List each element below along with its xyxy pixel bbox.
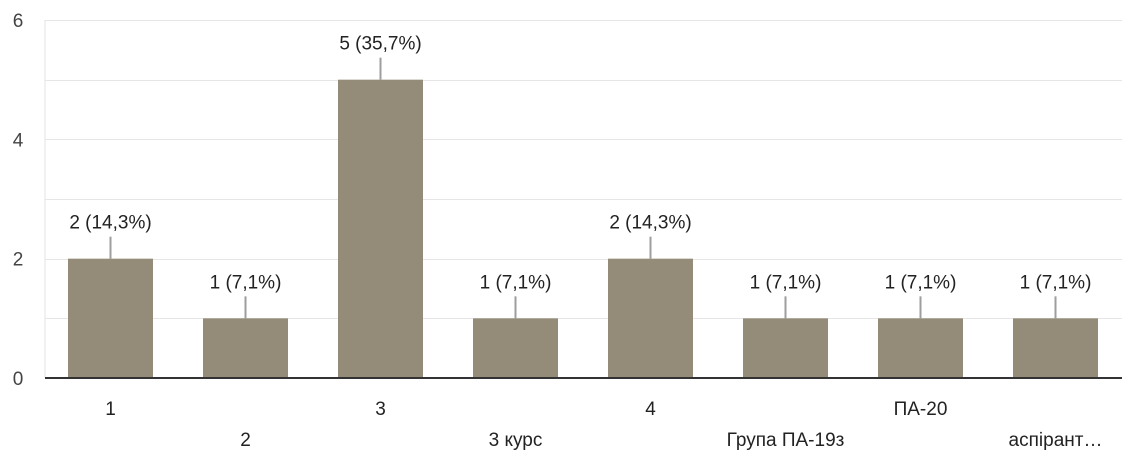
y-tick-label: 6 (13, 11, 24, 32)
data-label: 1 (7,1%) (480, 272, 552, 293)
x-tick-label: 3 (375, 399, 386, 420)
bar (68, 258, 153, 378)
x-tick-label: аспірант… (1009, 430, 1103, 451)
data-labels: 2 (14,3%) 1 (7,1%) 5 (35,7%) 1 (7,1%) 2 (14,… (69, 34, 1091, 294)
data-label: 1 (7,1%) (210, 272, 282, 293)
x-axis-ticks: 1 2 3 3 курс 4 Група ПА-19з ПА-20 аспірант… (105, 399, 1102, 451)
data-label: 2 (14,3%) (609, 213, 691, 234)
bar (338, 79, 423, 379)
data-label: 5 (35,7%) (339, 34, 421, 55)
bar (473, 318, 558, 378)
y-tick-label: 0 (13, 369, 24, 390)
y-axis-ticks: 0 2 4 6 (13, 11, 24, 390)
y-tick-label: 2 (13, 250, 24, 271)
bar (608, 258, 693, 378)
x-tick-label: Група ПА-19з (727, 430, 845, 451)
x-tick-label: 1 (105, 399, 116, 420)
data-label: 1 (7,1%) (885, 272, 957, 293)
data-label: 1 (7,1%) (1020, 272, 1092, 293)
data-label: 1 (7,1%) (750, 272, 822, 293)
x-tick-label: 3 курс (489, 430, 543, 451)
x-tick-label: 2 (240, 430, 251, 451)
bar (1013, 318, 1098, 378)
x-tick-label: 4 (645, 399, 656, 420)
bars (68, 79, 1098, 379)
label-leader-lines (109, 57, 1057, 319)
bar (743, 318, 828, 378)
data-label: 2 (14,3%) (69, 213, 151, 234)
bar (203, 318, 288, 378)
bar (878, 318, 963, 378)
x-tick-label: ПА-20 (894, 399, 948, 420)
y-tick-label: 4 (13, 130, 24, 151)
